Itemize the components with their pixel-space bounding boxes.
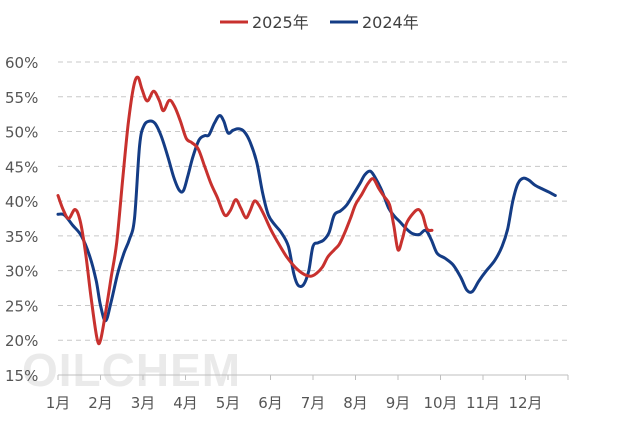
x-tick-label: 10月	[423, 394, 457, 412]
watermark-text: OILCHEM	[22, 344, 241, 396]
series-line-0	[56, 75, 434, 346]
watermark-logo: OILCHEM	[22, 344, 241, 396]
x-tick-label: 11月	[466, 394, 500, 412]
y-tick-label: 35%	[5, 228, 38, 246]
x-tick-label: 8月	[343, 394, 368, 412]
series-lines	[56, 75, 557, 346]
x-tick-label: 7月	[301, 394, 326, 412]
x-tick-label: 2月	[88, 394, 113, 412]
y-tick-label: 20%	[5, 332, 38, 350]
series-line-1	[56, 114, 557, 323]
legend-label: 2024年	[362, 13, 419, 32]
legend: 2025年 2024年	[220, 13, 419, 32]
legend-label: 2025年	[252, 13, 309, 32]
y-axis-tick-labels: 15% 20% 25% 30% 35% 40% 45% 50% 55% 60%	[5, 54, 38, 385]
x-tick-label: 4月	[173, 394, 198, 412]
y-tick-label: 45%	[5, 158, 38, 176]
y-tick-label: 25%	[5, 297, 38, 315]
y-tick-label: 50%	[5, 124, 38, 142]
x-axis	[57, 374, 569, 380]
x-tick-label: 9月	[386, 394, 411, 412]
y-tick-label: 60%	[5, 54, 38, 72]
y-tick-label: 30%	[5, 263, 38, 281]
x-axis-tick-labels: 1月 2月 3月 4月 5月 6月 7月 8月 9月 10月 11月 12月	[46, 394, 543, 412]
x-tick-label: 1月	[46, 394, 71, 412]
y-tick-label: 55%	[5, 89, 38, 107]
x-tick-label: 3月	[131, 394, 156, 412]
y-tick-label: 40%	[5, 193, 38, 211]
x-tick-label: 12月	[508, 394, 542, 412]
x-tick-label: 5月	[216, 394, 241, 412]
x-tick-label: 6月	[258, 394, 283, 412]
y-tick-label: 15%	[5, 367, 38, 385]
